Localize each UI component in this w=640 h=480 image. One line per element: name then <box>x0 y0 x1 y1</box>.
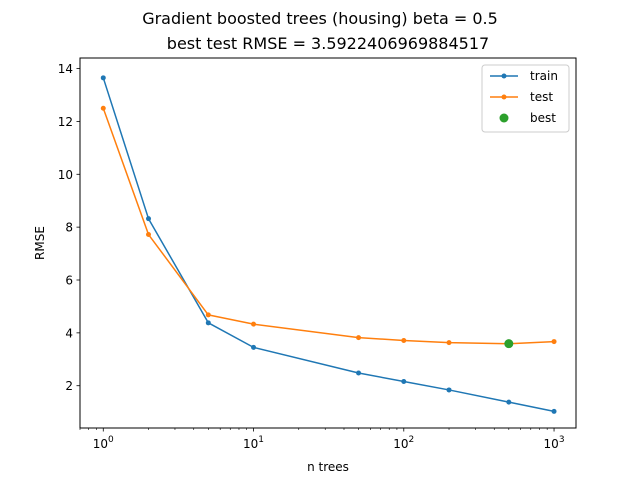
point-test <box>551 339 557 345</box>
series-layer <box>100 75 557 414</box>
y-tick-label: 6 <box>65 274 73 288</box>
point-test <box>100 105 106 111</box>
point-train <box>401 378 407 384</box>
point-test <box>446 340 452 346</box>
point-train <box>146 216 152 222</box>
best-point <box>504 339 514 349</box>
x-axis-label: n trees <box>307 460 349 474</box>
y-tick-label: 10 <box>58 168 73 182</box>
point-test <box>251 321 257 327</box>
point-test <box>205 312 211 318</box>
legend-best-label: best <box>530 111 556 125</box>
legend-train-label: train <box>530 69 558 83</box>
x-tick-label: 103 <box>544 435 565 451</box>
chart-title-line2: best test RMSE = 3.5922406969884517 <box>167 34 489 53</box>
point-test <box>356 335 362 341</box>
point-train <box>446 387 452 393</box>
y-tick-label: 8 <box>65 221 73 235</box>
legend: train test best <box>481 64 570 133</box>
x-tick-label: 102 <box>393 435 414 451</box>
y-tick-label: 2 <box>65 379 73 393</box>
point-train <box>506 399 512 405</box>
y-tick-label: 12 <box>58 115 73 129</box>
legend-test-label: test <box>530 90 553 104</box>
y-tick-label: 4 <box>65 326 73 340</box>
point-test <box>146 232 152 238</box>
point-train <box>205 320 211 326</box>
legend-best-marker <box>499 113 509 123</box>
y-tick-label: 14 <box>58 62 73 76</box>
point-train <box>251 344 257 350</box>
x-axis: 100 101 102 103 <box>79 428 565 451</box>
point-train <box>356 370 362 376</box>
point-train <box>100 75 106 81</box>
legend-train-marker <box>501 73 507 79</box>
y-axis-label: RMSE <box>33 226 47 260</box>
y-axis: 2 4 6 8 10 12 14 <box>58 62 80 393</box>
legend-test-marker <box>501 94 507 100</box>
point-train <box>551 408 557 414</box>
point-test <box>401 338 407 344</box>
x-tick-label: 100 <box>93 435 114 451</box>
chart-title-line1: Gradient boosted trees (housing) beta = … <box>142 9 498 28</box>
x-tick-label: 101 <box>243 435 264 451</box>
